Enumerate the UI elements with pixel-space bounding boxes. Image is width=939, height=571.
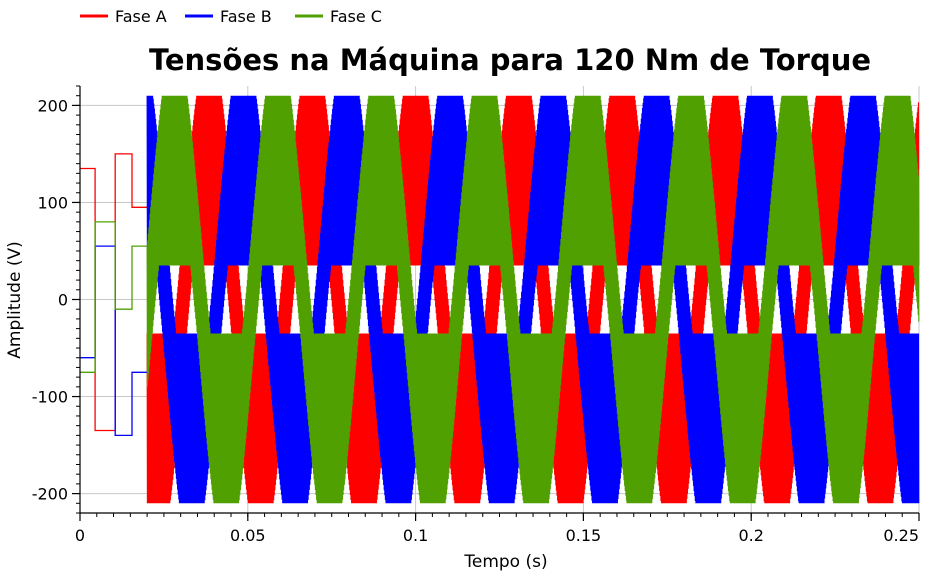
legend-item: Fase C (295, 7, 382, 26)
series-startup-3 (80, 221, 148, 373)
x-axis-label: Tempo (s) (463, 552, 547, 571)
series-line-3 (146, 95, 920, 504)
series-startup-2 (80, 245, 148, 437)
y-tick-label: 0 (58, 291, 68, 310)
legend-label: Fase B (220, 7, 272, 26)
legend-label: Fase C (330, 7, 382, 26)
y-tick-label: -200 (32, 485, 68, 504)
y-tick-label: 200 (37, 96, 68, 115)
series-line-2 (146, 95, 920, 504)
chart-title: Tensões na Máquina para 120 Nm de Torque (149, 43, 871, 77)
series-startup-1 (80, 153, 148, 432)
x-tick-label: 0.1 (403, 526, 428, 545)
y-axis-label: Amplitude (V) (5, 241, 25, 358)
legend: Fase A Fase B Fase C (80, 7, 382, 26)
y-tick-label: -100 (32, 388, 68, 407)
legend-item: Fase B (185, 7, 272, 26)
legend-label: Fase A (115, 7, 167, 26)
x-tick-label: 0.05 (230, 526, 266, 545)
legend-item: Fase A (80, 7, 167, 26)
axes: 0 0.05 0.1 0.15 0.2 0.25 -200 -100 0 100 200 (32, 85, 920, 545)
series-layer (80, 95, 920, 504)
y-tick-label: 100 (37, 193, 68, 212)
x-tick-label: 0 (75, 526, 85, 545)
x-tick-label: 0.2 (738, 526, 763, 545)
x-tick-label: 0.25 (883, 526, 919, 545)
x-tick-label: 0.15 (566, 526, 602, 545)
